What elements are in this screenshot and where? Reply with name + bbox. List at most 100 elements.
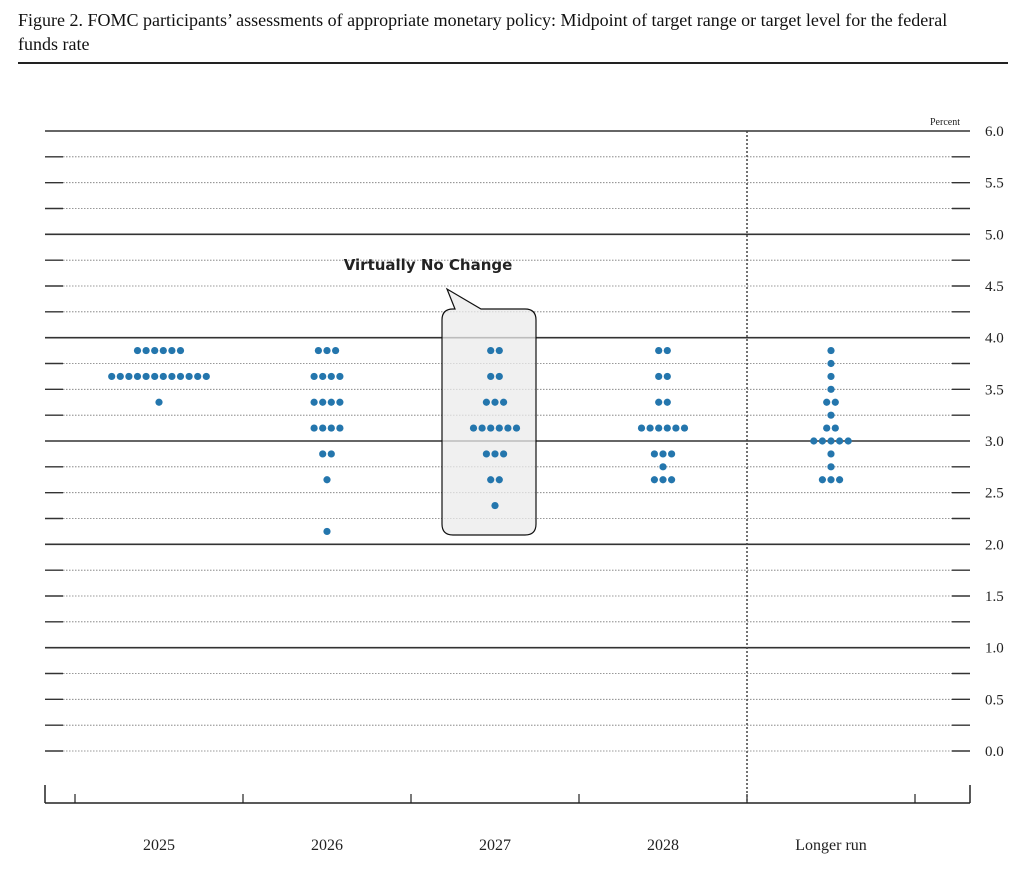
dot	[491, 398, 499, 406]
dot	[336, 398, 344, 406]
x-tick-label: 2028	[647, 837, 679, 854]
x-tick-label: Longer run	[795, 837, 867, 854]
dot	[319, 450, 327, 458]
dot	[327, 372, 335, 381]
dot	[836, 437, 844, 445]
dot	[680, 424, 689, 432]
dot	[319, 398, 327, 406]
dot	[314, 346, 322, 355]
dot	[487, 424, 495, 432]
y-tick-label: 5.0	[985, 227, 1004, 243]
dot	[827, 476, 835, 484]
dot	[668, 476, 676, 484]
dot	[151, 346, 159, 355]
dot	[482, 398, 490, 406]
dot	[323, 527, 331, 536]
dot	[155, 398, 163, 406]
dot	[491, 501, 499, 510]
dot	[831, 424, 839, 432]
dot	[185, 372, 193, 381]
dot	[827, 346, 835, 355]
dot	[310, 398, 318, 406]
dot	[133, 346, 142, 355]
dot	[500, 398, 508, 406]
dot	[818, 437, 827, 445]
dot	[659, 476, 667, 484]
dot	[646, 424, 654, 432]
dot	[827, 385, 835, 393]
dot	[491, 450, 499, 458]
dot	[336, 424, 344, 432]
dot	[827, 450, 835, 458]
dot	[831, 398, 839, 406]
y-axis-label: Percent	[930, 117, 960, 128]
dot	[319, 424, 327, 432]
dot	[495, 476, 503, 484]
dot	[323, 346, 331, 355]
dot	[327, 398, 335, 406]
dot	[663, 372, 671, 381]
dot	[168, 346, 176, 355]
dot	[655, 372, 663, 381]
dot	[827, 411, 835, 419]
dot	[319, 372, 327, 381]
dot	[844, 437, 852, 445]
dot	[142, 346, 150, 355]
dot	[108, 372, 116, 381]
dot	[650, 476, 659, 484]
dot	[495, 372, 503, 381]
chart-title: Figure 2. FOMC participants’ assessments…	[18, 10, 948, 54]
dot	[836, 476, 844, 484]
dot	[495, 424, 503, 432]
dot	[512, 424, 521, 432]
y-tick-label: 1.5	[985, 589, 1004, 605]
dot	[655, 424, 663, 432]
y-tick-label: 1.0	[985, 641, 1004, 657]
dot	[469, 424, 478, 432]
dot	[202, 372, 210, 381]
dot	[482, 450, 490, 458]
dot	[327, 450, 335, 458]
dot	[823, 424, 831, 432]
dot	[827, 359, 835, 368]
dot	[159, 372, 167, 381]
x-tick-label: 2025	[143, 837, 175, 854]
dot	[336, 372, 344, 381]
y-tick-label: 2.5	[985, 486, 1004, 502]
y-tick-label: 4.0	[985, 331, 1004, 347]
dot	[176, 346, 185, 355]
y-tick-label: 2.0	[985, 537, 1004, 553]
dot	[159, 346, 167, 355]
dot	[650, 450, 659, 458]
dot	[827, 463, 835, 471]
dot	[310, 424, 318, 432]
dot	[487, 476, 495, 484]
dot	[504, 424, 512, 432]
dot	[194, 372, 202, 381]
dot	[151, 372, 159, 381]
dot	[478, 424, 486, 432]
y-tick-label: 6.0	[985, 124, 1004, 140]
dot	[168, 372, 176, 381]
dot	[672, 424, 680, 432]
dot	[133, 372, 142, 381]
dot	[659, 463, 667, 471]
annotation: Virtually No Change	[344, 256, 513, 274]
dot	[663, 346, 671, 355]
dot	[125, 372, 133, 381]
dot	[500, 450, 508, 458]
callout	[441, 287, 537, 536]
dot	[663, 424, 671, 432]
dot	[495, 346, 503, 355]
y-tick-label: 3.0	[985, 434, 1004, 450]
dot	[637, 424, 646, 432]
dot	[818, 476, 827, 484]
dot	[827, 437, 835, 445]
dot	[823, 398, 831, 406]
dot	[142, 372, 150, 381]
dot	[310, 372, 318, 381]
title-rule	[18, 62, 1008, 64]
dot	[668, 450, 676, 458]
dot	[659, 450, 667, 458]
